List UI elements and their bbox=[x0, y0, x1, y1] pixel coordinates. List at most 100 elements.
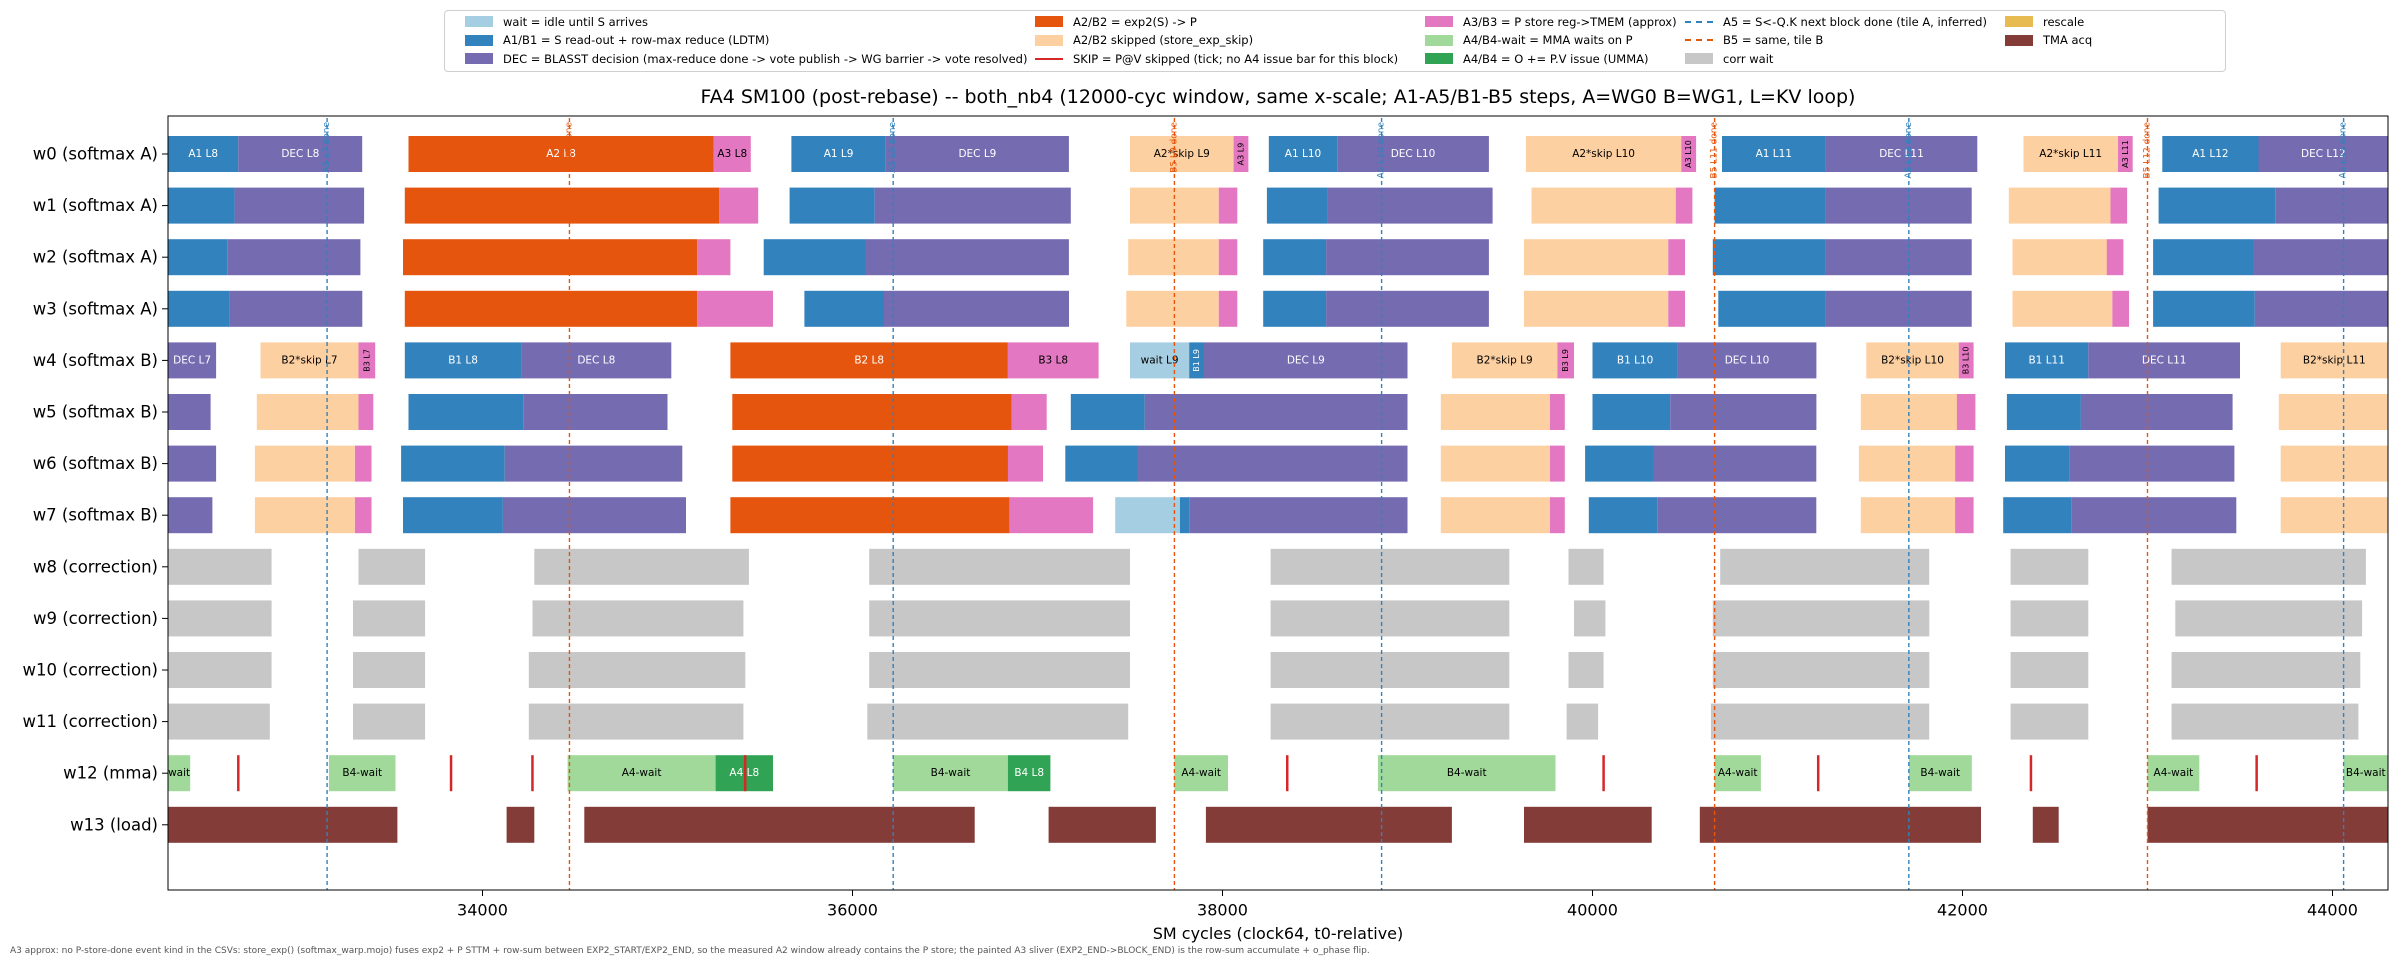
bar-label: A2*skip L11 bbox=[2039, 148, 2102, 160]
bar-label: A4-wait bbox=[2154, 767, 2194, 779]
legend-item: wait = idle until S arrives bbox=[465, 15, 648, 29]
bar-corr bbox=[2175, 600, 2363, 637]
bar-DEC bbox=[168, 342, 217, 379]
bar-A3 bbox=[1009, 497, 1094, 534]
bar-skip bbox=[2280, 445, 2388, 482]
bar-DEC bbox=[1189, 497, 1408, 534]
bar-label: DEC L9 bbox=[958, 148, 996, 160]
bar-corr bbox=[532, 600, 744, 637]
bar-corr bbox=[869, 652, 1130, 688]
bar-DEC bbox=[2080, 394, 2233, 430]
bar-corr bbox=[353, 600, 426, 637]
bar-corr bbox=[168, 600, 272, 637]
legend-label: A2/B2 skipped (store_exp_skip) bbox=[1073, 33, 1254, 47]
bar-A3 bbox=[697, 239, 731, 276]
bar-A4w bbox=[168, 755, 191, 792]
legend-swatch bbox=[1425, 34, 1453, 46]
y-tick-label: w13 (load) bbox=[70, 815, 158, 834]
bar-skip bbox=[2012, 239, 2107, 276]
bar-A1 bbox=[168, 187, 235, 224]
legend-swatch bbox=[1685, 39, 1713, 41]
bar-label: B4-wait bbox=[931, 767, 971, 779]
bar-label: A2 L8 bbox=[546, 148, 576, 160]
legend-swatch bbox=[1685, 20, 1713, 23]
bar-tma bbox=[506, 806, 535, 843]
bar-A1 bbox=[1714, 187, 1826, 224]
bar-A1 bbox=[804, 290, 884, 327]
bar-corr bbox=[1270, 548, 1510, 585]
bar-skip bbox=[1440, 394, 1550, 430]
bar-skip bbox=[1128, 239, 1219, 276]
bar-DEC bbox=[1137, 445, 1408, 482]
legend-label: A4/B4-wait = MMA waits on P bbox=[1463, 33, 1633, 47]
legend-swatch bbox=[1035, 34, 1063, 46]
bar-A1 bbox=[2153, 290, 2255, 327]
bar-A1 bbox=[403, 497, 503, 534]
legend-label: A2/B2 = exp2(S) -> P bbox=[1073, 14, 1197, 29]
bar-label: B2 L8 bbox=[854, 354, 884, 366]
bar-skip bbox=[2023, 136, 2118, 172]
legend-swatch bbox=[465, 53, 493, 64]
bar-skip bbox=[1525, 136, 1682, 172]
bar-corr bbox=[2171, 548, 2366, 585]
bar-label: wait L9 bbox=[1141, 354, 1179, 366]
vline-label: B5 L11 done bbox=[1710, 122, 1720, 179]
legend-item: A3/B3 = P store reg->TMEM (approx) bbox=[1425, 15, 1677, 29]
bar-DEC bbox=[884, 290, 1069, 327]
y-tick-label: w8 (correction) bbox=[33, 557, 158, 576]
legend-item: A2/B2 = exp2(S) -> P bbox=[1035, 14, 1197, 29]
legend: wait = idle until S arrives A1/B1 = S rea… bbox=[444, 10, 2226, 72]
bar-A4w bbox=[1908, 755, 1972, 792]
bar-corr bbox=[2010, 548, 2089, 585]
vline-label: A5 L8 done bbox=[888, 122, 898, 173]
bar-A1 bbox=[2158, 187, 2276, 224]
bar-corr bbox=[1568, 652, 1604, 688]
bar-corr bbox=[528, 703, 744, 740]
bar-skip bbox=[2278, 394, 2388, 430]
bar-corr bbox=[1712, 652, 1930, 688]
bar-label: A4-wait bbox=[1718, 767, 1758, 779]
bar-skip bbox=[1451, 342, 1558, 379]
bar-label: A1 L12 bbox=[2192, 148, 2228, 160]
bar-A3 bbox=[1681, 136, 1697, 172]
bar-A3 bbox=[358, 342, 376, 379]
bar-label: B1 L11 bbox=[2028, 354, 2064, 366]
bar-A1 bbox=[1712, 239, 1826, 276]
legend-swatch bbox=[2005, 34, 2033, 46]
legend-item: SKIP = P@V skipped (tick; no A4 issue ba… bbox=[1035, 52, 1398, 66]
bar-A3 bbox=[1550, 445, 1565, 482]
bar-label: A4-wait bbox=[622, 767, 662, 779]
bar-DEC bbox=[521, 342, 672, 379]
bar-label: B3 L9 bbox=[1561, 349, 1570, 372]
bar-corr bbox=[1270, 652, 1510, 688]
bar-A3 bbox=[1011, 394, 1047, 430]
bar-corr bbox=[2010, 652, 2089, 688]
legend-swatch bbox=[2005, 16, 2033, 27]
chart-title: FA4 SM100 (post-rebase) -- both_nb4 (120… bbox=[700, 86, 1856, 108]
legend-swatch bbox=[1035, 57, 1063, 60]
legend-swatch bbox=[1035, 16, 1063, 27]
bar-label: A3 L8 bbox=[717, 148, 747, 160]
bar-tma bbox=[1048, 806, 1156, 843]
bar-corr bbox=[869, 600, 1130, 637]
bar-A4w bbox=[893, 755, 1008, 792]
bar-DEC bbox=[874, 187, 1071, 224]
bar-label: DEC L10 bbox=[1391, 148, 1436, 160]
bar-skip bbox=[1126, 290, 1219, 327]
bar-label: A4-wait bbox=[1181, 767, 1221, 779]
legend-item: A4/B4 = O += P.V issue (UMMA) bbox=[1425, 52, 1648, 66]
legend-swatch bbox=[1425, 53, 1453, 64]
bar-tma bbox=[1205, 806, 1452, 843]
bar-A2 bbox=[408, 136, 714, 172]
bar-A1 bbox=[2006, 394, 2081, 430]
bar-DEC bbox=[234, 187, 365, 224]
bar-A3 bbox=[1007, 342, 1099, 379]
bar-A2 bbox=[732, 445, 1008, 482]
bar-corr bbox=[1712, 600, 1930, 637]
x-tick-label: 42000 bbox=[1937, 901, 1988, 920]
bar-A3 bbox=[1233, 136, 1249, 172]
bar-A4w bbox=[1377, 755, 1556, 792]
bar-A3 bbox=[2110, 187, 2128, 224]
bar-tma bbox=[1524, 806, 1652, 843]
bar-skip bbox=[2280, 497, 2388, 534]
